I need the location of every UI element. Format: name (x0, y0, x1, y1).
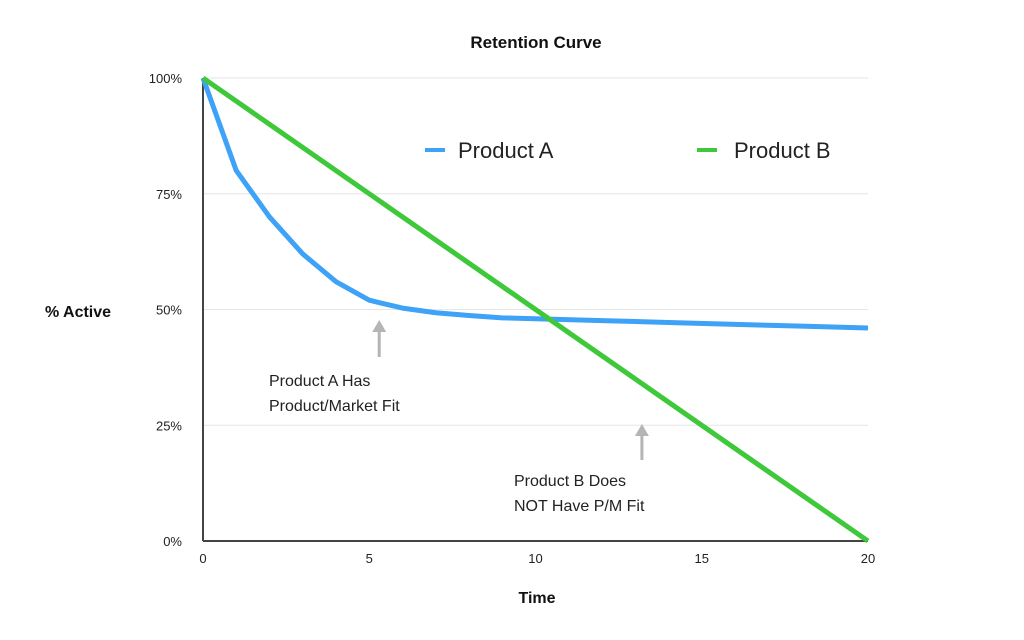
y-tick-label: 50% (156, 303, 182, 318)
y-tick-label: 0% (163, 534, 182, 549)
series-line-product-b (201, 75, 870, 544)
y-axis-label: % Active (45, 304, 111, 321)
x-tick-label: 0 (199, 551, 206, 566)
y-tick-label: 25% (156, 418, 182, 433)
x-tick-label: 5 (366, 551, 373, 566)
x-axis-label: Time (518, 590, 555, 607)
legend-label: Product A (458, 138, 554, 163)
y-tick-label: 100% (149, 71, 183, 86)
annotation-text: Product A Has (269, 373, 370, 390)
chart-title: Retention Curve (470, 33, 601, 52)
annotation-text: Product B Does (514, 473, 626, 490)
y-tick-label: 75% (156, 187, 182, 202)
x-tick-label: 10 (528, 551, 542, 566)
arrow-head-icon (372, 320, 387, 332)
annotation-text: NOT Have P/M Fit (514, 498, 645, 515)
series-line-product-a (200, 77, 869, 331)
x-tick-label: 20 (861, 551, 875, 566)
legend-label: Product B (734, 138, 831, 163)
annotation-text: Product/Market Fit (269, 398, 400, 415)
arrow-head-icon (634, 424, 649, 436)
x-tick-label: 15 (695, 551, 709, 566)
